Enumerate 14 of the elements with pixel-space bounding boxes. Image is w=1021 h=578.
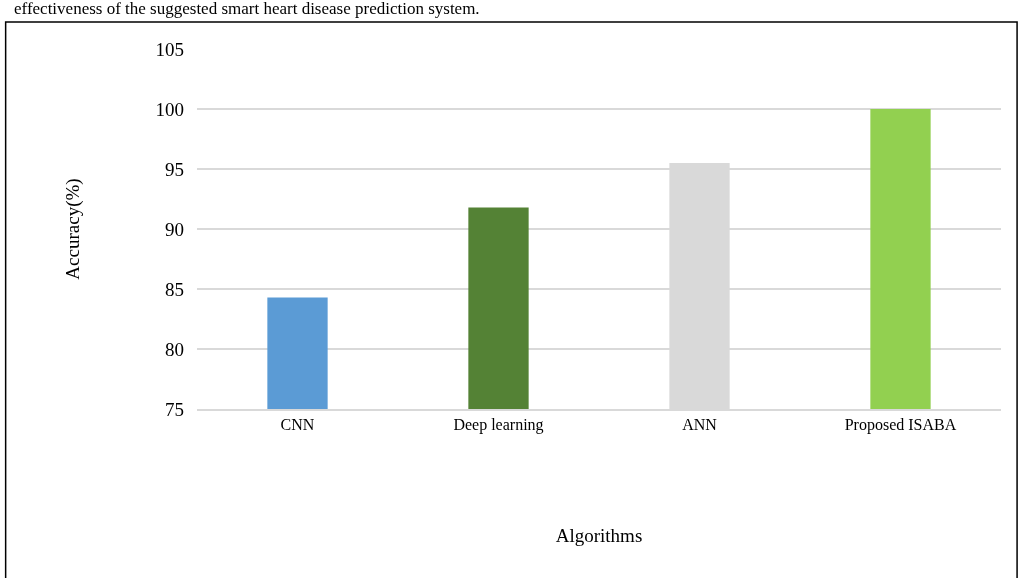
y-tick-label: 80 <box>165 338 184 360</box>
x-tick-label: Deep learning <box>453 416 544 435</box>
y-tick-label: 75 <box>165 398 184 420</box>
x-tick-label: Proposed ISABA <box>844 416 957 435</box>
x-tick-label: ANN <box>682 416 718 434</box>
text: effectiveness of the suggested smart heart disease prediction system. <box>14 0 480 18</box>
x-axis-title: Algorithms <box>555 524 643 546</box>
y-tick-label: 85 <box>165 278 184 300</box>
y-tick-label: 105 <box>155 38 184 60</box>
y-axis-title: Accuracy(%) <box>62 178 85 280</box>
x-tick-label: CNN <box>280 416 315 434</box>
y-tick-label: 95 <box>165 158 184 180</box>
y-tick-label: 90 <box>165 218 184 240</box>
y-tick-label: 100 <box>155 98 184 120</box>
